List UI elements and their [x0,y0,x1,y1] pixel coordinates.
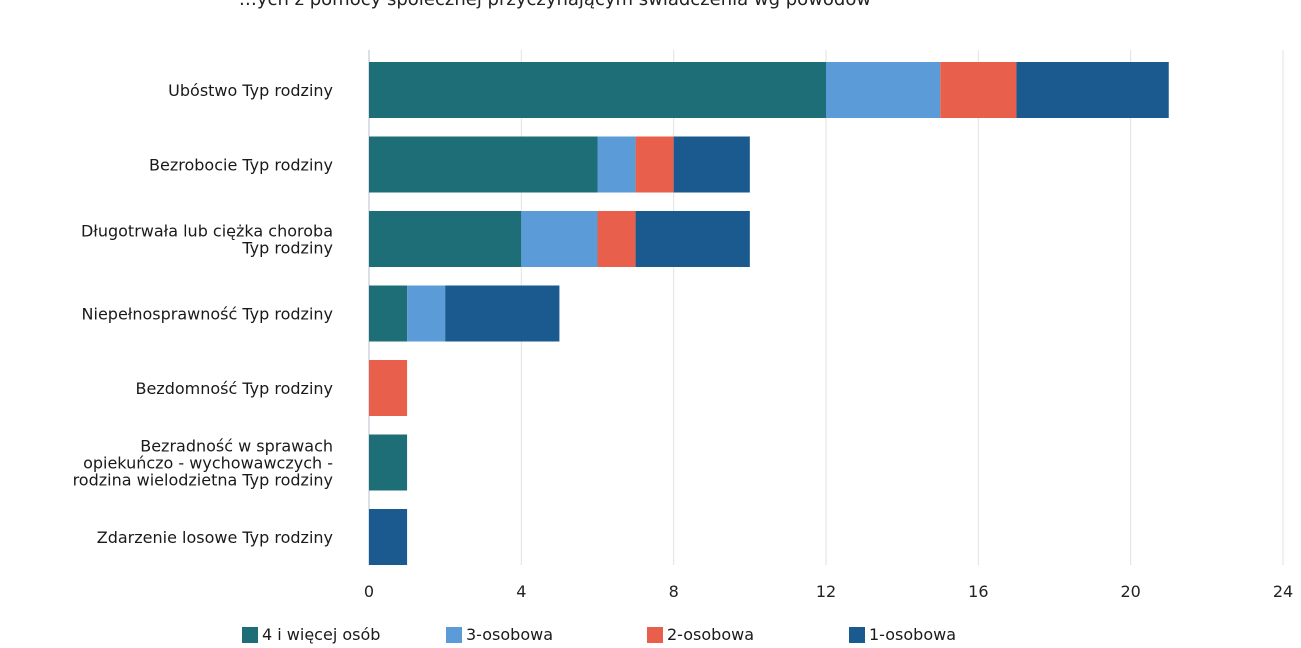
bar-segment-5-0 [369,434,408,491]
category-label-6: Zdarzenie losowe Typ rodziny [97,528,333,547]
legend-label-0: 4 i więcej osób [262,625,380,644]
grid-lines [520,50,1284,565]
category-label-line: Zdarzenie losowe Typ rodziny [97,528,333,547]
category-label-0: Ubóstwo Typ rodziny [168,81,333,100]
bar-segment-3-3 [445,285,560,342]
category-label-line: Bezradność w sprawach [140,437,333,456]
bar-segment-6-3 [369,509,408,565]
bar-segment-3-1 [407,285,446,342]
legend-label-3: 1-osobowa [869,625,956,644]
chart-title: …ych z pomocy społecznej przyczynającym … [239,0,871,10]
category-label-line: Ubóstwo Typ rodziny [168,81,333,100]
x-tick-label-8: 8 [669,582,679,601]
category-label-1: Bezrobocie Typ rodziny [149,156,333,175]
category-label-5: Bezradność w sprawach opiekuńczo - wychow… [73,437,333,490]
legend-label-1: 3-osobowa [466,625,553,644]
legend-swatch-0 [242,627,258,643]
bar-segment-1-0 [369,136,598,193]
bar-segment-1-3 [673,136,750,193]
legend-swatch-2 [647,627,663,643]
x-tick-label-12: 12 [816,582,836,601]
bar-segment-4-2 [369,360,408,416]
x-tick-label-4: 4 [516,582,526,601]
bar-segment-1-1 [597,136,636,193]
category-label-3: Niepełnosprawność Typ rodziny [82,305,333,324]
category-label-line: Typ rodziny [241,239,333,258]
bar-segment-1-2 [635,136,674,193]
x-tick-label-0: 0 [364,582,374,601]
category-label-line: Bezdomność Typ rodziny [135,379,333,398]
bar-segment-0-3 [1016,62,1169,118]
bars [369,62,1169,565]
bar-segment-0-1 [826,62,941,118]
bar-segment-2-0 [369,211,522,267]
x-axis-ticks: 0 4 8 12 16 20 24 [364,582,1293,601]
category-label-line: Niepełnosprawność Typ rodziny [82,305,333,324]
legend-swatch-1 [446,627,462,643]
x-tick-label-24: 24 [1273,582,1293,601]
bar-segment-2-1 [521,211,598,267]
legend-label-2: 2-osobowa [667,625,754,644]
legend: 4 i więcej osób 3-osobowa 2-osobowa 1-osobo… [242,625,956,644]
legend-swatch-3 [849,627,865,643]
category-label-line: opiekuńczo - wychowawczych - [83,454,333,473]
bar-segment-3-0 [369,285,408,342]
category-label-4: Bezdomność Typ rodziny [135,379,333,398]
category-label-line: Długotrwała lub ciężka choroba [81,222,333,241]
bar-segment-2-3 [635,211,750,267]
bar-segment-0-0 [369,62,826,118]
x-tick-label-16: 16 [968,582,988,601]
x-tick-label-20: 20 [1120,582,1140,601]
category-label-2: Długotrwała lub ciężka choroba Typ rodzin… [81,222,333,258]
category-label-line: Bezrobocie Typ rodziny [149,156,333,175]
category-label-line: rodzina wielodzietna Typ rodziny [73,471,333,490]
bar-segment-0-2 [940,62,1017,118]
category-labels: Ubóstwo Typ rodziny Bezrobocie Typ rodzin… [73,81,333,547]
bar-segment-2-2 [597,211,636,267]
